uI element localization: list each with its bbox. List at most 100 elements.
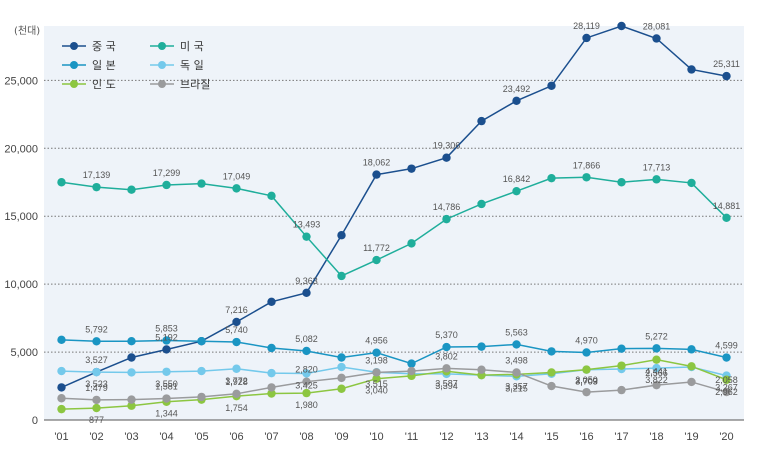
series-line <box>61 367 727 401</box>
legend-swatch-marker <box>158 61 166 69</box>
data-point <box>722 71 731 81</box>
data-point <box>547 368 556 377</box>
data-point <box>127 401 136 410</box>
x-tick-label: '18 <box>649 431 663 443</box>
x-tick-label: '13 <box>474 431 488 443</box>
legend-label: 인 도 <box>92 78 116 91</box>
data-point <box>127 185 136 194</box>
data-point <box>617 344 626 353</box>
data-point <box>127 395 136 404</box>
data-label: 3,527 <box>85 355 108 365</box>
data-point <box>477 365 486 374</box>
data-label: 3,709 <box>575 377 598 387</box>
data-point <box>617 385 626 395</box>
data-point <box>372 374 381 383</box>
x-tick-label: '11 <box>405 431 419 443</box>
data-label: 7,216 <box>225 305 248 315</box>
legend-swatch-marker <box>70 42 78 50</box>
x-tick-label: '04 <box>159 431 173 443</box>
data-point <box>372 368 381 377</box>
data-point <box>687 65 696 74</box>
x-tick-label: '19 <box>684 431 698 443</box>
data-point <box>372 255 381 265</box>
data-point <box>267 191 276 201</box>
data-point <box>722 213 731 223</box>
data-point <box>267 389 276 398</box>
data-point <box>57 404 66 414</box>
x-tick-label: '06 <box>229 431 243 443</box>
data-point <box>582 33 591 43</box>
data-point <box>92 367 101 377</box>
data-point <box>687 377 696 387</box>
data-point <box>547 347 556 356</box>
x-tick-label: '03 <box>124 431 138 443</box>
data-label: 4,441 <box>645 367 668 377</box>
data-point <box>372 348 381 357</box>
data-point <box>127 337 136 346</box>
data-point <box>302 377 311 386</box>
data-point <box>477 342 486 351</box>
series-line <box>61 25 727 389</box>
data-point <box>722 353 731 362</box>
data-label: 14,786 <box>433 202 461 212</box>
data-point <box>407 239 416 248</box>
data-label: 3,425 <box>295 380 318 390</box>
data-point <box>197 337 206 346</box>
data-point <box>442 214 451 224</box>
data-label: 2,058 <box>715 375 738 385</box>
data-label: 1,754 <box>225 403 248 413</box>
data-label: 1,344 <box>155 409 178 419</box>
data-label: 3,515 <box>365 379 388 389</box>
data-label: 5,853 <box>155 323 178 333</box>
data-label: 17,049 <box>223 171 251 181</box>
data-point <box>582 387 591 397</box>
data-point <box>92 337 101 346</box>
data-label: 3,357 <box>505 381 528 391</box>
legend-swatch-marker <box>158 80 166 88</box>
data-point <box>92 395 101 405</box>
data-label: 2,962 <box>715 387 738 397</box>
data-label: 9,363 <box>295 276 318 286</box>
data-point <box>232 317 241 327</box>
x-tick-label: '14 <box>509 431 523 443</box>
legend-label: 일 본 <box>92 58 116 72</box>
data-label: 25,311 <box>713 59 740 69</box>
data-label: 5,192 <box>155 332 178 342</box>
data-label: 28,081 <box>643 21 671 31</box>
data-label: 1,928 <box>225 377 248 387</box>
data-point <box>337 231 346 240</box>
x-tick-label: '05 <box>194 431 208 443</box>
x-tick-label: '09 <box>334 431 348 443</box>
data-label: 4,956 <box>365 336 388 346</box>
data-point <box>162 367 171 376</box>
data-label: 3,394 <box>435 381 458 391</box>
data-point <box>582 348 591 357</box>
y-axis-ticks: 0 5,000 10,000 15,000 20,000 25,000 <box>4 75 38 427</box>
series-group <box>57 21 731 414</box>
data-point <box>652 363 661 373</box>
data-point <box>477 199 486 209</box>
data-point <box>512 186 521 196</box>
data-point <box>512 96 521 106</box>
data-point <box>57 178 66 187</box>
legend-swatch-marker <box>158 42 166 50</box>
data-point <box>407 359 416 368</box>
data-point <box>547 381 556 391</box>
data-point <box>267 297 276 306</box>
data-label: 3,822 <box>645 375 668 385</box>
y-tick-label: 25,000 <box>4 75 38 87</box>
data-point <box>302 388 311 398</box>
data-label: 3,550 <box>155 379 178 389</box>
data-point <box>652 355 661 364</box>
data-point <box>197 179 206 188</box>
data-label: 3,772 <box>225 376 248 386</box>
data-point <box>337 271 346 281</box>
data-label: 3,498 <box>505 355 528 365</box>
x-tick-label: '12 <box>439 431 453 443</box>
x-axis-ticks: '01 '02 '03 '04 '05 '06 '07 '08 '09 '10 '11 '12 '13 '… <box>54 431 733 443</box>
series-line <box>61 176 728 277</box>
data-point <box>687 362 696 371</box>
data-point <box>582 365 591 374</box>
data-point <box>547 81 556 90</box>
data-label: 2,566 <box>645 368 668 378</box>
